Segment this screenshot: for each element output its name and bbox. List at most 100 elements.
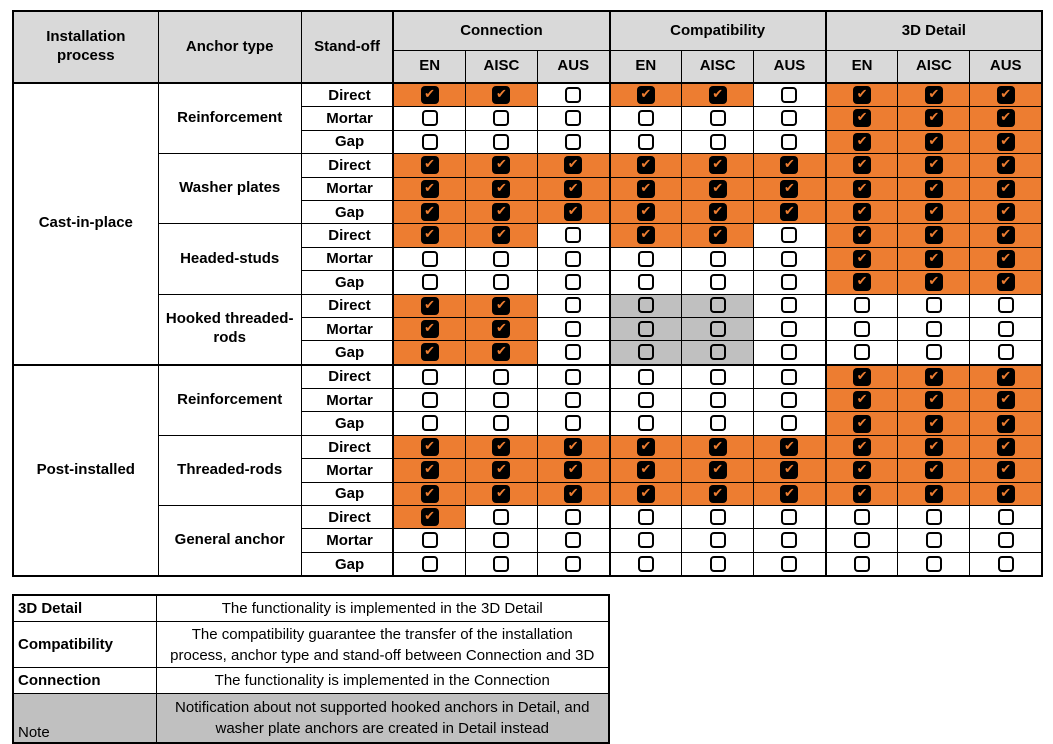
checkbox-checked-icon[interactable]: ✔	[708, 437, 727, 456]
checkbox-unchecked-icon[interactable]	[565, 532, 582, 549]
checkbox-unchecked-icon[interactable]	[637, 320, 654, 337]
checkbox-checked-icon[interactable]: ✔	[708, 156, 727, 175]
checkbox-checked-icon[interactable]: ✔	[924, 437, 943, 456]
checkbox-unchecked-icon[interactable]	[565, 508, 582, 525]
checkbox-unchecked-icon[interactable]	[565, 133, 582, 150]
checkbox-checked-icon[interactable]: ✔	[996, 367, 1015, 386]
checkbox-checked-icon[interactable]: ✔	[780, 203, 799, 222]
checkbox-checked-icon[interactable]: ✔	[492, 484, 511, 503]
checkbox-unchecked-icon[interactable]	[709, 274, 726, 291]
checkbox-checked-icon[interactable]: ✔	[924, 484, 943, 503]
checkbox-unchecked-icon[interactable]	[565, 250, 582, 267]
checkbox-checked-icon[interactable]: ✔	[636, 484, 655, 503]
checkbox-checked-icon[interactable]: ✔	[636, 461, 655, 480]
checkbox-checked-icon[interactable]: ✔	[924, 414, 943, 433]
checkbox-unchecked-icon[interactable]	[925, 320, 942, 337]
checkbox-unchecked-icon[interactable]	[709, 392, 726, 409]
checkbox-unchecked-icon[interactable]	[997, 532, 1014, 549]
checkbox-checked-icon[interactable]: ✔	[996, 391, 1015, 410]
checkbox-unchecked-icon[interactable]	[565, 320, 582, 337]
checkbox-unchecked-icon[interactable]	[854, 555, 871, 572]
checkbox-unchecked-icon[interactable]	[565, 555, 582, 572]
checkbox-unchecked-icon[interactable]	[997, 320, 1014, 337]
checkbox-checked-icon[interactable]: ✔	[996, 273, 1015, 292]
checkbox-unchecked-icon[interactable]	[637, 297, 654, 314]
checkbox-unchecked-icon[interactable]	[925, 532, 942, 549]
checkbox-checked-icon[interactable]: ✔	[780, 461, 799, 480]
checkbox-unchecked-icon[interactable]	[997, 508, 1014, 525]
checkbox-unchecked-icon[interactable]	[709, 555, 726, 572]
checkbox-unchecked-icon[interactable]	[781, 368, 798, 385]
checkbox-unchecked-icon[interactable]	[854, 297, 871, 314]
checkbox-checked-icon[interactable]: ✔	[996, 132, 1015, 151]
checkbox-checked-icon[interactable]: ✔	[492, 203, 511, 222]
checkbox-unchecked-icon[interactable]	[565, 227, 582, 244]
checkbox-checked-icon[interactable]: ✔	[853, 226, 872, 245]
checkbox-unchecked-icon[interactable]	[565, 110, 582, 127]
checkbox-unchecked-icon[interactable]	[709, 133, 726, 150]
checkbox-unchecked-icon[interactable]	[637, 392, 654, 409]
checkbox-checked-icon[interactable]: ✔	[636, 203, 655, 222]
checkbox-checked-icon[interactable]: ✔	[708, 86, 727, 105]
checkbox-checked-icon[interactable]: ✔	[636, 179, 655, 198]
checkbox-unchecked-icon[interactable]	[565, 415, 582, 432]
checkbox-checked-icon[interactable]: ✔	[492, 319, 511, 338]
checkbox-checked-icon[interactable]: ✔	[924, 179, 943, 198]
checkbox-checked-icon[interactable]: ✔	[564, 484, 583, 503]
checkbox-checked-icon[interactable]: ✔	[996, 414, 1015, 433]
checkbox-checked-icon[interactable]: ✔	[996, 461, 1015, 480]
checkbox-checked-icon[interactable]: ✔	[492, 437, 511, 456]
checkbox-unchecked-icon[interactable]	[781, 86, 798, 103]
checkbox-unchecked-icon[interactable]	[781, 392, 798, 409]
checkbox-unchecked-icon[interactable]	[565, 344, 582, 361]
checkbox-unchecked-icon[interactable]	[709, 508, 726, 525]
checkbox-unchecked-icon[interactable]	[421, 110, 438, 127]
checkbox-checked-icon[interactable]: ✔	[996, 86, 1015, 105]
checkbox-checked-icon[interactable]: ✔	[924, 391, 943, 410]
checkbox-unchecked-icon[interactable]	[421, 532, 438, 549]
checkbox-checked-icon[interactable]: ✔	[636, 156, 655, 175]
checkbox-unchecked-icon[interactable]	[709, 320, 726, 337]
checkbox-checked-icon[interactable]: ✔	[636, 226, 655, 245]
checkbox-checked-icon[interactable]: ✔	[853, 132, 872, 151]
checkbox-checked-icon[interactable]: ✔	[636, 86, 655, 105]
checkbox-checked-icon[interactable]: ✔	[708, 226, 727, 245]
checkbox-checked-icon[interactable]: ✔	[780, 179, 799, 198]
checkbox-checked-icon[interactable]: ✔	[420, 461, 439, 480]
checkbox-checked-icon[interactable]: ✔	[564, 179, 583, 198]
checkbox-checked-icon[interactable]: ✔	[708, 484, 727, 503]
checkbox-checked-icon[interactable]: ✔	[420, 226, 439, 245]
checkbox-unchecked-icon[interactable]	[637, 508, 654, 525]
checkbox-unchecked-icon[interactable]	[997, 297, 1014, 314]
checkbox-unchecked-icon[interactable]	[421, 368, 438, 385]
checkbox-unchecked-icon[interactable]	[421, 415, 438, 432]
checkbox-unchecked-icon[interactable]	[637, 110, 654, 127]
checkbox-checked-icon[interactable]: ✔	[924, 203, 943, 222]
checkbox-checked-icon[interactable]: ✔	[996, 156, 1015, 175]
checkbox-unchecked-icon[interactable]	[493, 133, 510, 150]
checkbox-unchecked-icon[interactable]	[709, 368, 726, 385]
checkbox-checked-icon[interactable]: ✔	[853, 203, 872, 222]
checkbox-checked-icon[interactable]: ✔	[996, 226, 1015, 245]
checkbox-unchecked-icon[interactable]	[925, 555, 942, 572]
checkbox-checked-icon[interactable]: ✔	[853, 273, 872, 292]
checkbox-checked-icon[interactable]: ✔	[996, 249, 1015, 268]
checkbox-unchecked-icon[interactable]	[493, 110, 510, 127]
checkbox-checked-icon[interactable]: ✔	[492, 179, 511, 198]
checkbox-unchecked-icon[interactable]	[781, 415, 798, 432]
checkbox-checked-icon[interactable]: ✔	[853, 484, 872, 503]
checkbox-unchecked-icon[interactable]	[854, 532, 871, 549]
checkbox-checked-icon[interactable]: ✔	[636, 437, 655, 456]
checkbox-unchecked-icon[interactable]	[637, 555, 654, 572]
checkbox-checked-icon[interactable]: ✔	[853, 109, 872, 128]
checkbox-checked-icon[interactable]: ✔	[924, 367, 943, 386]
checkbox-checked-icon[interactable]: ✔	[492, 296, 511, 315]
checkbox-checked-icon[interactable]: ✔	[996, 109, 1015, 128]
checkbox-unchecked-icon[interactable]	[781, 133, 798, 150]
checkbox-checked-icon[interactable]: ✔	[492, 156, 511, 175]
checkbox-unchecked-icon[interactable]	[493, 368, 510, 385]
checkbox-unchecked-icon[interactable]	[781, 297, 798, 314]
checkbox-checked-icon[interactable]: ✔	[564, 156, 583, 175]
checkbox-checked-icon[interactable]: ✔	[853, 367, 872, 386]
checkbox-unchecked-icon[interactable]	[637, 415, 654, 432]
